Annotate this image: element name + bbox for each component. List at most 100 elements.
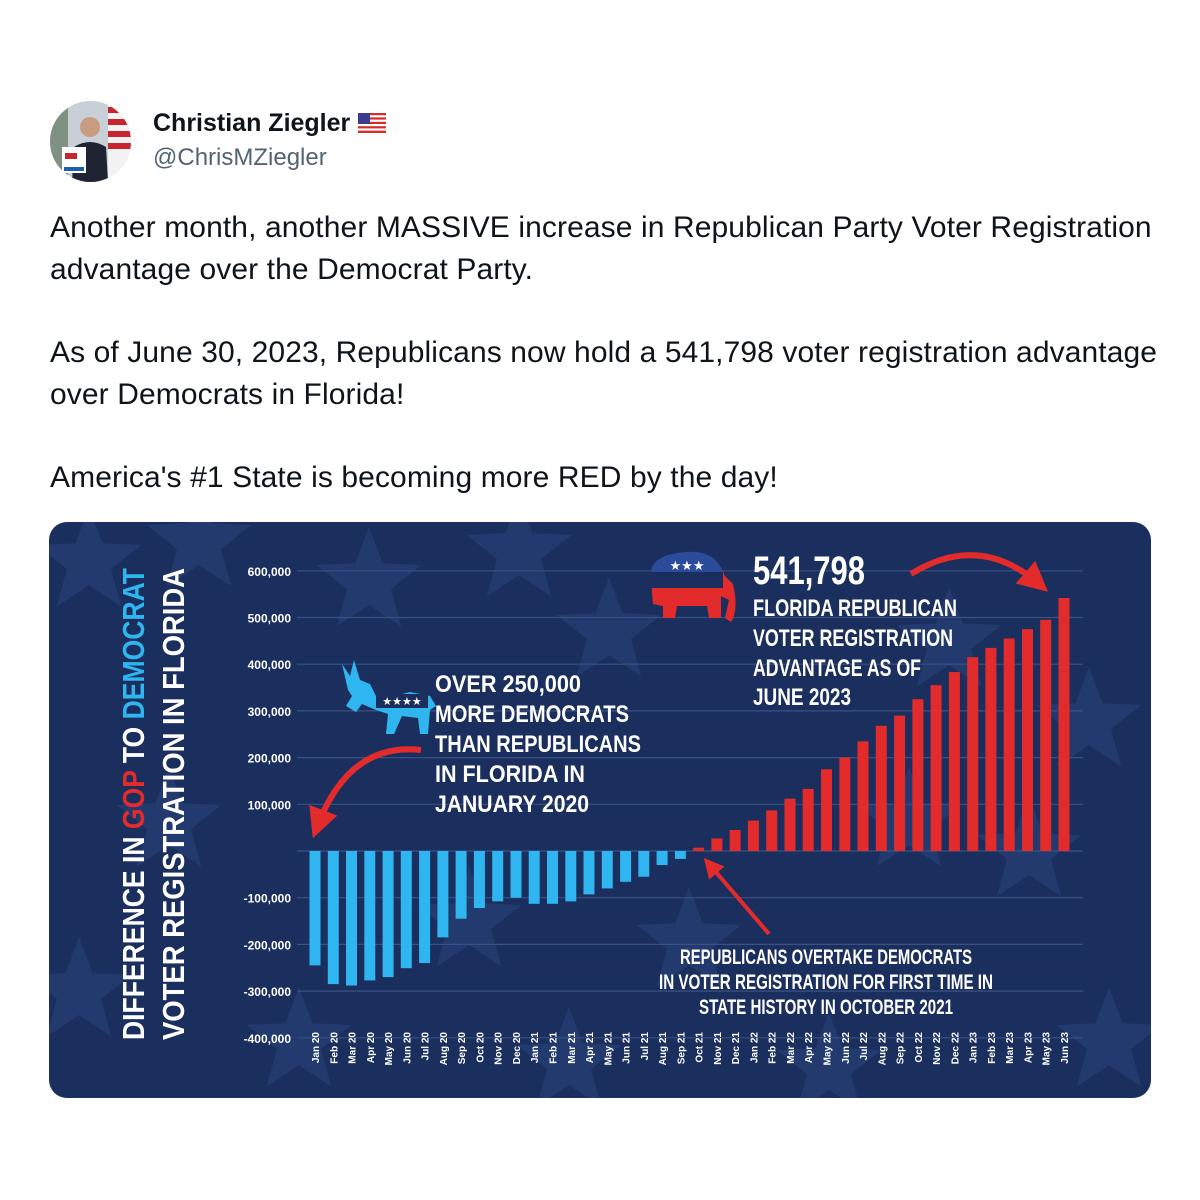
tweet-image[interactable]: 600,000 500,000 400,000 300,000 200,000 100,0… [49, 522, 1151, 1098]
chart-bar [510, 851, 522, 898]
chart-bar [985, 647, 997, 851]
y-tick-label: -100,000 [244, 892, 292, 906]
title-democrat: DEMOCRAT [116, 568, 151, 719]
x-tick-label: Oct 21 [695, 1032, 706, 1063]
background-star [856, 767, 962, 867]
chart-bar [747, 820, 759, 851]
x-tick-label: Aug 21 [658, 1032, 669, 1066]
title-part: DIFFERENCE IN [116, 829, 151, 1040]
chart-bar [528, 851, 540, 904]
chart-bar [455, 851, 467, 919]
dem-caption-line: MORE DEMOCRATS [435, 701, 629, 728]
background-star [896, 587, 1002, 687]
chart-bar [400, 851, 412, 969]
overtake-arrow [703, 857, 771, 936]
x-tick-label: Feb 21 [549, 1032, 560, 1064]
x-tick-label: May 20 [384, 1032, 395, 1066]
chart-bar [729, 830, 741, 851]
chart-bar [309, 851, 321, 966]
y-tick-label: 500,000 [248, 612, 292, 626]
chart-bar [638, 851, 650, 877]
background-star [776, 1012, 882, 1098]
chart-bar [364, 851, 376, 981]
x-tick-label: Nov 22 [932, 1032, 943, 1065]
chart-bar [583, 851, 595, 895]
author-block: Christian Ziegler @ChrisMZiegler [153, 106, 387, 174]
y-tick-label: 600,000 [248, 565, 292, 579]
avatar[interactable] [50, 101, 131, 182]
chart-bar [821, 769, 832, 851]
chart-bar [620, 851, 632, 882]
x-tick-label: Jan 23 [969, 1032, 980, 1064]
x-axis-labels: Jan 20 Feb 20 Mar 20 Apr 20 May 20 Jun 20 Jul … [311, 1032, 1071, 1066]
chart-bar [839, 757, 851, 851]
gop-caption-line: FLORIDA REPUBLICAN [753, 595, 957, 622]
background-star [116, 767, 222, 867]
us-flag-icon [358, 113, 387, 133]
background-star [49, 522, 142, 607]
svg-text:DIFFERENCE IN GOP TO DEMOCRAT: DIFFERENCE IN GOP TO DEMOCRAT [116, 568, 151, 1040]
chart-bar [656, 851, 668, 865]
chart-bar [565, 851, 577, 902]
chart-bar [382, 851, 394, 978]
chart-bar [930, 685, 942, 851]
chart-bar [601, 851, 613, 889]
x-tick-label: Mar 20 [348, 1032, 359, 1064]
x-tick-label: Jul 22 [859, 1032, 870, 1061]
dem-caption-line: OVER 250,000 [435, 671, 581, 698]
x-tick-label: Sep 20 [457, 1032, 468, 1065]
x-tick-label: Jun 22 [841, 1032, 852, 1064]
y-tick-label: 400,000 [248, 658, 292, 672]
author-name-text[interactable]: Christian Ziegler [153, 109, 351, 137]
svg-text:★★★: ★★★ [670, 559, 705, 574]
democrat-donkey-icon: ★★★★ [342, 660, 436, 734]
background-star [636, 887, 742, 987]
x-tick-label: Apr 22 [804, 1032, 815, 1064]
x-tick-label: Sep 21 [676, 1032, 687, 1065]
background-stars [49, 522, 1151, 1098]
x-tick-label: Mar 23 [1005, 1032, 1016, 1064]
chart-bar [857, 741, 869, 851]
y-tick-label: 300,000 [248, 705, 292, 719]
tweet-paragraph: Another month, another MASSIVE increase … [50, 211, 1152, 286]
chart-bar [346, 851, 357, 986]
title-line-2: VOTER REGISTRATION IN FLORIDA [156, 568, 191, 1040]
chart-bar [875, 725, 887, 851]
overtake-caption-line: IN VOTER REGISTRATION FOR FIRST TIME IN [659, 971, 993, 994]
chart-bar [948, 672, 960, 851]
x-tick-label: Feb 22 [768, 1032, 779, 1064]
x-tick-label: Mar 21 [567, 1032, 578, 1064]
chart-bar [473, 851, 485, 908]
background-star [1056, 987, 1151, 1087]
author-name[interactable]: Christian Ziegler [153, 106, 387, 140]
svg-text:★★★★: ★★★★ [382, 695, 422, 708]
x-tick-label: Apr 20 [366, 1032, 377, 1064]
tweet-paragraph: America's #1 State is becoming more RED … [50, 461, 778, 494]
overtake-caption-line: REPUBLICANS OVERTAKE DEMOCRATS [680, 946, 972, 969]
chart-bar [784, 798, 796, 851]
x-tick-label: Dec 20 [512, 1032, 523, 1065]
dem-caption-line: IN FLORIDA IN [435, 761, 585, 788]
chart-bar [1003, 638, 1015, 851]
gop-caption: 541,798 FLORIDA REPUBLICAN VOTER REGISTR… [753, 549, 957, 711]
author-handle[interactable]: @ChrisMZiegler [153, 144, 327, 171]
x-tick-label: Jul 21 [640, 1032, 651, 1061]
x-tick-label: Apr 21 [585, 1032, 596, 1064]
overtake-caption: REPUBLICANS OVERTAKE DEMOCRATS IN VOTER … [659, 946, 993, 1019]
y-tick-label: -200,000 [244, 938, 292, 952]
y-tick-label: 100,000 [248, 798, 292, 812]
x-tick-label: Mar 22 [786, 1032, 797, 1064]
chart-bar [967, 657, 979, 851]
chart-bar [802, 788, 814, 851]
x-tick-label: May 21 [603, 1032, 614, 1066]
infographic-chart: 600,000 500,000 400,000 300,000 200,000 100,0… [49, 522, 1151, 1098]
x-tick-label: Apr 23 [1024, 1032, 1035, 1064]
title-part: TO [116, 719, 151, 770]
chart-bar [492, 851, 504, 902]
republican-elephant-icon: ★★★ [651, 551, 736, 622]
background-star [49, 937, 132, 1037]
x-tick-label: Aug 20 [439, 1032, 450, 1066]
gop-stat: 541,798 [753, 549, 865, 593]
x-tick-label: Sep 22 [896, 1032, 907, 1065]
y-tick-label: 200,000 [248, 752, 292, 766]
